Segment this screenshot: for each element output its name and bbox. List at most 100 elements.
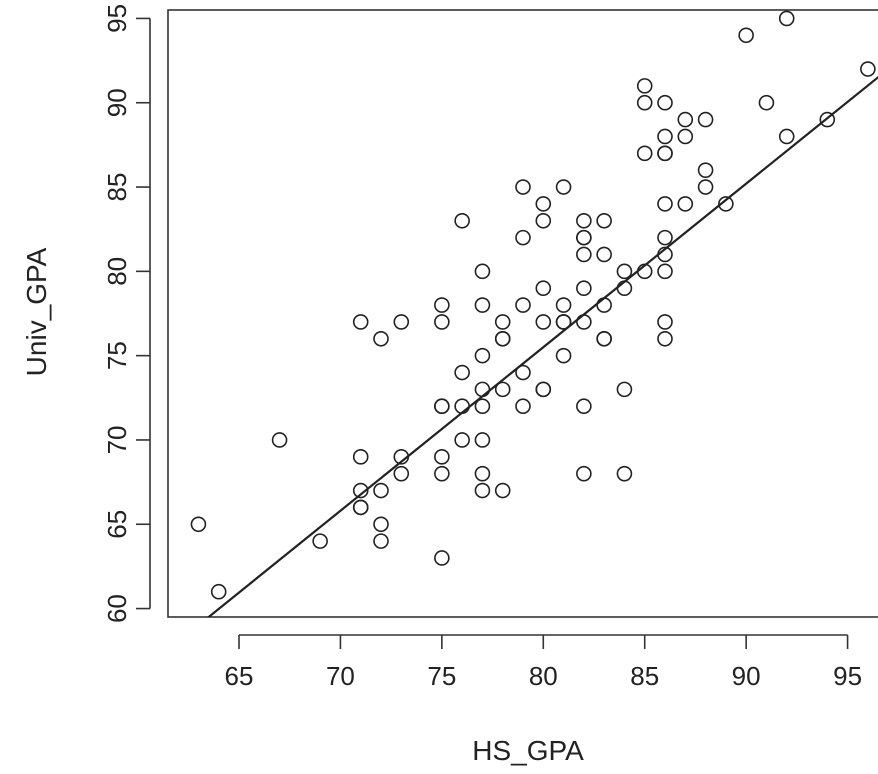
data-point — [677, 128, 694, 145]
x-tick-label: 80 — [529, 661, 558, 691]
data-point — [393, 465, 410, 482]
data-point — [474, 263, 491, 280]
y-tick-label: 75 — [102, 341, 132, 370]
data-point — [697, 162, 714, 178]
data-points — [190, 10, 876, 600]
x-tick-label: 65 — [225, 661, 254, 691]
y-axis: 60 65 70 75 80 85 90 95 — [102, 4, 151, 623]
x-tick-label: 75 — [427, 661, 456, 691]
data-point — [494, 482, 511, 499]
data-point — [636, 94, 653, 111]
data-point — [515, 297, 531, 313]
y-axis-title: Univ_GPA — [21, 247, 52, 376]
x-tick-label: 90 — [732, 661, 761, 691]
y-tick-label: 95 — [102, 4, 132, 33]
data-point — [758, 94, 775, 111]
data-point — [474, 398, 491, 415]
data-point — [555, 297, 572, 313]
data-point — [616, 263, 633, 280]
data-point — [535, 280, 552, 297]
data-point — [474, 482, 491, 499]
data-point — [860, 61, 876, 77]
x-tick-label: 85 — [630, 661, 659, 691]
data-point — [352, 449, 369, 465]
data-point — [352, 499, 369, 516]
plot-frame — [167, 9, 878, 618]
data-point — [515, 364, 531, 381]
y-tick-label: 60 — [102, 594, 132, 623]
data-point — [454, 212, 470, 229]
data-point — [576, 229, 592, 246]
data-point — [210, 583, 227, 600]
data-point — [515, 229, 531, 246]
data-point — [596, 246, 612, 263]
y-tick-label: 90 — [102, 88, 132, 117]
data-point — [494, 330, 511, 347]
data-point — [718, 196, 734, 212]
y-tick-label: 70 — [102, 425, 132, 454]
data-point — [636, 78, 653, 94]
data-point — [373, 533, 389, 549]
data-point — [474, 297, 491, 313]
data-point — [271, 432, 288, 448]
data-point — [657, 314, 673, 330]
data-point — [535, 212, 552, 229]
data-point — [434, 297, 450, 313]
data-point — [778, 10, 795, 27]
data-point — [576, 398, 592, 415]
data-point — [616, 381, 633, 398]
data-point — [494, 381, 511, 398]
data-point — [555, 179, 572, 195]
data-point — [434, 550, 450, 566]
data-point — [657, 196, 673, 212]
data-point — [434, 449, 450, 465]
data-point — [738, 27, 754, 44]
data-point — [474, 465, 491, 482]
data-point — [616, 465, 633, 482]
regression-line — [206, 75, 878, 617]
y-tick-label: 85 — [102, 173, 132, 202]
data-point — [312, 533, 328, 549]
plot-border — [167, 9, 878, 618]
data-point — [576, 465, 592, 482]
data-point — [352, 482, 369, 499]
data-point — [596, 330, 612, 347]
data-point — [657, 145, 673, 162]
data-point — [474, 347, 491, 364]
data-point — [657, 128, 673, 145]
data-point — [677, 196, 694, 212]
data-point — [576, 280, 592, 297]
data-point — [778, 128, 795, 145]
data-point — [515, 179, 531, 195]
data-point — [535, 381, 552, 398]
data-point — [697, 111, 714, 128]
data-point — [657, 330, 673, 347]
data-point — [434, 398, 450, 415]
data-point — [596, 212, 612, 229]
data-point — [373, 516, 389, 533]
x-axis: 65 70 75 80 85 90 95 — [225, 634, 862, 691]
data-point — [190, 516, 207, 533]
data-point — [535, 314, 552, 330]
data-point — [576, 246, 592, 263]
data-point — [657, 263, 673, 280]
x-tick-label: 70 — [326, 661, 355, 691]
data-point — [657, 229, 673, 246]
data-point — [515, 398, 531, 415]
data-point — [555, 347, 572, 364]
data-point — [535, 196, 552, 212]
data-point — [474, 432, 491, 448]
data-point — [434, 314, 450, 330]
data-point — [393, 314, 410, 330]
y-tick-label: 80 — [102, 257, 132, 286]
data-point — [373, 330, 389, 347]
x-tick-label: 95 — [833, 661, 862, 691]
data-point — [697, 179, 714, 195]
data-point — [819, 111, 836, 128]
x-axis-title: HS_GPA — [472, 735, 584, 766]
data-point — [494, 314, 511, 330]
data-point — [555, 314, 572, 330]
data-point — [636, 145, 653, 162]
